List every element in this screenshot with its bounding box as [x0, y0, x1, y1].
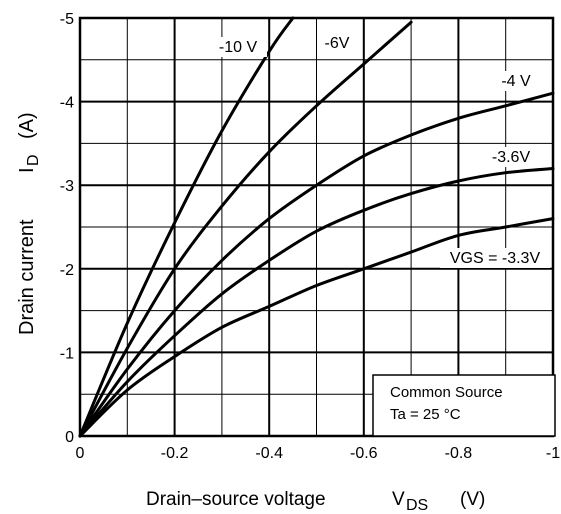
series-line-1 — [78, 20, 413, 438]
x-tick-label: -1 — [546, 445, 560, 462]
series-line-4 — [78, 217, 555, 438]
series-line-3 — [78, 167, 555, 438]
x-tick-label: 0 — [76, 445, 85, 462]
annotation-line-1: Common Source — [390, 384, 503, 401]
y-tick-label: -1 — [60, 345, 74, 362]
x-axis-label: Drain–source voltage — [146, 489, 326, 510]
plot-frame — [78, 16, 555, 438]
curves — [78, 16, 555, 438]
series-line-0 — [78, 16, 295, 438]
y-axis-symbol: I — [16, 167, 38, 173]
series-label-0: -10 V — [219, 39, 258, 56]
series-label-bg — [495, 71, 537, 91]
series-label-bg — [485, 147, 537, 167]
x-tick-label: -0.8 — [445, 445, 473, 462]
annotation-line-2: Ta = 25 °C — [390, 406, 461, 423]
x-axis-unit: (V) — [460, 489, 485, 510]
y-tick-label: -2 — [60, 262, 74, 279]
y-tick-label: -4 — [60, 95, 74, 112]
y-tick-label: -3 — [60, 178, 74, 195]
y-axis-title: Drain current I D (A) — [16, 112, 42, 335]
x-axis-subscript: DS — [406, 497, 428, 514]
series-label-4: VGS = -3.3V — [450, 250, 541, 267]
x-tick-label: -0.6 — [350, 445, 378, 462]
series-label-bg — [209, 37, 267, 57]
x-axis-title: Drain–source voltage V DS (V) — [146, 489, 485, 514]
x-tick-label: -0.4 — [255, 445, 283, 462]
y-tick-label: 0 — [65, 429, 74, 446]
x-axis-symbol: V — [392, 489, 405, 510]
x-tick-label: -0.2 — [161, 445, 189, 462]
annotation-box: Common Source Ta = 25 °C — [372, 374, 556, 437]
series-labels: -10 V -6V -4 V -3.6V VGS = -3.3V — [209, 33, 550, 268]
series-label-1: -6V — [325, 35, 350, 52]
y-axis-unit: (A) — [16, 112, 38, 139]
series-line-2 — [78, 91, 555, 438]
y-tick-label: -5 — [60, 11, 74, 28]
tick-labels: 0 -0.2 -0.4 -0.6 -0.8 -1 0 -1 -2 -3 -4 -5 — [60, 11, 560, 462]
y-axis-label: Drain current — [16, 219, 38, 335]
series-label-bg — [440, 248, 550, 268]
series-label-2: -4 V — [501, 73, 531, 90]
series-label-3: -3.6V — [492, 149, 531, 166]
series-label-bg — [317, 33, 357, 53]
y-axis-subscript: D — [25, 154, 42, 166]
